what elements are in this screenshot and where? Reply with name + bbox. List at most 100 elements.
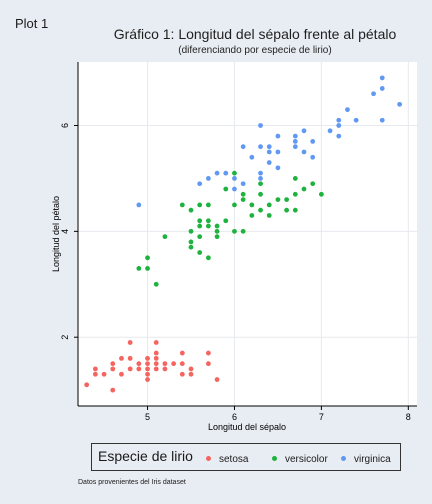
data-point-setosa xyxy=(92,366,98,372)
y-tick-label: 2 xyxy=(60,335,70,340)
data-point-versicolor xyxy=(318,191,324,197)
data-point-versicolor xyxy=(214,234,220,240)
data-point-setosa xyxy=(127,355,133,361)
data-point-versicolor xyxy=(266,213,272,218)
data-point-virginica xyxy=(345,107,350,113)
data-point-versicolor xyxy=(197,250,203,255)
data-point-versicolor xyxy=(162,234,168,240)
legend-label-setosa: setosa xyxy=(219,454,249,465)
legend-dot-versicolor xyxy=(272,455,277,461)
data-point-setosa xyxy=(119,371,124,377)
data-point-virginica xyxy=(379,75,385,81)
data-point-setosa xyxy=(153,366,159,372)
data-point-versicolor xyxy=(249,213,255,218)
data-point-versicolor xyxy=(240,197,246,203)
data-point-virginica xyxy=(292,144,298,150)
legend-dot-setosa xyxy=(206,455,211,461)
legend-item-versicolor: versicolor xyxy=(272,454,328,465)
chart-subtitle: (diferenciando por especie de lirio) xyxy=(178,45,332,56)
data-points xyxy=(84,75,403,393)
data-point-versicolor xyxy=(310,181,316,187)
data-point-setosa xyxy=(145,377,150,382)
data-point-versicolor xyxy=(214,228,220,234)
data-point-virginica xyxy=(223,170,229,176)
data-point-versicolor xyxy=(145,255,150,261)
data-point-versicolor xyxy=(188,244,194,250)
data-point-virginica xyxy=(353,117,359,123)
chart-title: Gráfico 1: Longitud del sépalo frente al… xyxy=(113,26,397,42)
data-point-virginica xyxy=(336,133,342,139)
data-point-setosa xyxy=(171,361,177,367)
x-tick-label: 7 xyxy=(319,412,324,422)
data-point-virginica xyxy=(301,128,307,134)
data-point-versicolor xyxy=(223,186,229,192)
data-point-versicolor xyxy=(249,202,255,208)
data-point-setosa xyxy=(179,361,185,367)
data-point-setosa xyxy=(153,355,159,361)
data-point-virginica xyxy=(240,181,246,187)
y-axis-label: Longitud del pétalo xyxy=(51,196,61,272)
data-point-versicolor xyxy=(214,223,220,229)
data-point-virginica xyxy=(258,144,263,150)
data-point-versicolor xyxy=(266,202,272,208)
x-tick-label: 6 xyxy=(232,412,237,422)
data-point-versicolor xyxy=(188,239,194,245)
data-point-setosa xyxy=(145,355,150,361)
data-point-setosa xyxy=(145,361,150,367)
grid-lines xyxy=(78,62,417,406)
data-point-setosa xyxy=(110,387,116,393)
data-point-virginica xyxy=(266,144,272,150)
data-point-versicolor xyxy=(301,186,307,192)
plot-area xyxy=(78,62,417,406)
data-point-versicolor xyxy=(205,255,211,261)
data-point-setosa xyxy=(110,361,116,367)
data-point-setosa xyxy=(205,361,211,367)
data-point-virginica xyxy=(249,154,255,160)
data-point-virginica xyxy=(214,170,220,176)
legend-item-virginica: virginica xyxy=(341,454,391,465)
data-point-versicolor xyxy=(232,202,237,208)
data-point-versicolor xyxy=(197,223,203,229)
data-point-setosa xyxy=(110,366,116,372)
data-point-virginica xyxy=(397,101,403,107)
data-point-versicolor xyxy=(205,223,211,229)
data-point-versicolor xyxy=(284,207,290,213)
data-point-versicolor xyxy=(292,207,298,213)
data-point-versicolor xyxy=(179,202,185,208)
source-note: Datos provenientes del Iris dataset xyxy=(78,479,186,486)
data-point-versicolor xyxy=(292,191,298,197)
data-point-versicolor xyxy=(292,176,298,181)
legend: Especie de lirio setosa versicolor virgi… xyxy=(91,443,401,471)
data-point-versicolor xyxy=(284,197,290,203)
data-point-virginica xyxy=(327,128,333,134)
data-point-versicolor xyxy=(240,191,246,197)
data-point-setosa xyxy=(153,350,159,356)
data-point-versicolor xyxy=(145,266,150,271)
data-point-virginica xyxy=(258,170,263,176)
data-point-setosa xyxy=(127,340,133,345)
data-point-virginica xyxy=(379,86,385,91)
data-point-setosa xyxy=(179,371,185,377)
window-title: Plot 1 xyxy=(15,16,49,31)
data-point-virginica xyxy=(275,133,281,139)
data-point-setosa xyxy=(214,377,220,382)
data-point-virginica xyxy=(292,133,298,139)
data-point-versicolor xyxy=(258,191,263,197)
data-point-setosa xyxy=(153,340,159,345)
data-point-virginica xyxy=(310,154,316,160)
data-point-virginica xyxy=(301,149,307,155)
data-point-versicolor xyxy=(240,228,246,234)
data-point-setosa xyxy=(92,371,98,377)
data-point-virginica xyxy=(232,186,237,192)
data-point-virginica xyxy=(266,149,272,155)
data-point-setosa xyxy=(101,371,107,377)
data-point-versicolor xyxy=(188,207,194,213)
data-point-versicolor xyxy=(188,228,194,234)
legend-label-versicolor: versicolor xyxy=(285,454,328,465)
data-point-virginica xyxy=(266,160,272,165)
data-point-virginica xyxy=(205,176,211,181)
data-point-versicolor xyxy=(197,234,203,240)
data-point-setosa xyxy=(119,355,124,361)
data-point-setosa xyxy=(84,382,90,388)
